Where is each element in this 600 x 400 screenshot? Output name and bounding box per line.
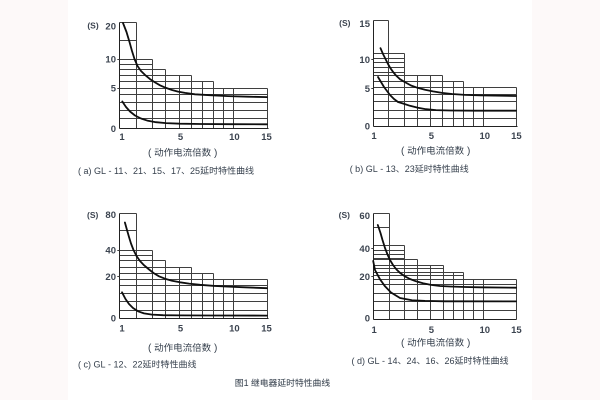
svg-text:10: 10: [359, 55, 370, 66]
svg-text:1: 1: [119, 132, 125, 143]
svg-text:16: 16: [426, 356, 436, 366]
svg-text:0: 0: [365, 314, 370, 325]
svg-text:5: 5: [178, 132, 184, 143]
svg-text:15: 15: [261, 132, 272, 143]
svg-text:): ): [467, 146, 470, 157]
svg-text:10: 10: [480, 325, 491, 336]
svg-text:0: 0: [365, 121, 370, 132]
svg-text:10: 10: [480, 131, 491, 142]
svg-text:0: 0: [111, 124, 116, 135]
svg-text:20: 20: [105, 272, 116, 283]
svg-text:1: 1: [371, 325, 377, 336]
svg-text:24: 24: [407, 356, 417, 366]
svg-text:60: 60: [359, 211, 370, 222]
svg-text:25: 25: [190, 166, 200, 176]
svg-text:80: 80: [105, 210, 116, 221]
svg-text:21: 21: [133, 166, 143, 176]
svg-text:(: (: [148, 148, 152, 159]
svg-text:5: 5: [111, 84, 117, 95]
svg-text:23: 23: [405, 164, 415, 174]
svg-text:1: 1: [244, 378, 252, 388]
svg-text:(S): (S): [339, 210, 351, 220]
svg-text:(S): (S): [339, 18, 351, 28]
svg-text:(: (: [401, 338, 405, 349]
svg-text:5: 5: [429, 325, 435, 336]
svg-text:(: (: [401, 146, 405, 157]
svg-text:15: 15: [152, 166, 162, 176]
svg-text:15: 15: [261, 324, 272, 335]
svg-text:15: 15: [511, 131, 522, 142]
svg-text:20: 20: [105, 22, 116, 33]
svg-text:17: 17: [171, 166, 181, 176]
svg-text:5: 5: [429, 131, 435, 142]
svg-text:(S): (S): [87, 20, 99, 30]
svg-text:5: 5: [365, 84, 371, 95]
svg-text:40: 40: [105, 246, 116, 257]
svg-text:(S): (S): [87, 210, 99, 220]
svg-text:): ): [214, 343, 217, 354]
svg-text:22: 22: [133, 360, 143, 370]
svg-text:5: 5: [178, 324, 184, 335]
svg-text:10: 10: [105, 55, 116, 66]
svg-text:( c) GL - 12: ( c) GL - 12: [78, 360, 124, 370]
svg-text:40: 40: [359, 244, 370, 255]
svg-text:0: 0: [111, 314, 116, 325]
svg-text:): ): [467, 338, 470, 349]
svg-text:1: 1: [119, 324, 125, 335]
svg-text:1: 1: [371, 131, 377, 142]
svg-text:( a) GL - 11: ( a) GL - 11: [78, 166, 123, 176]
svg-text:15: 15: [511, 325, 522, 336]
svg-text:10: 10: [229, 132, 240, 143]
svg-text:26: 26: [445, 356, 455, 366]
svg-text:): ): [214, 148, 217, 159]
svg-text:( d) GL - 14: ( d) GL - 14: [352, 356, 398, 366]
svg-text:(: (: [148, 343, 152, 354]
svg-text:15: 15: [359, 19, 370, 30]
svg-text:( b) GL - 13: ( b) GL - 13: [350, 164, 396, 174]
svg-text:20: 20: [359, 272, 370, 283]
svg-text:10: 10: [229, 324, 240, 335]
